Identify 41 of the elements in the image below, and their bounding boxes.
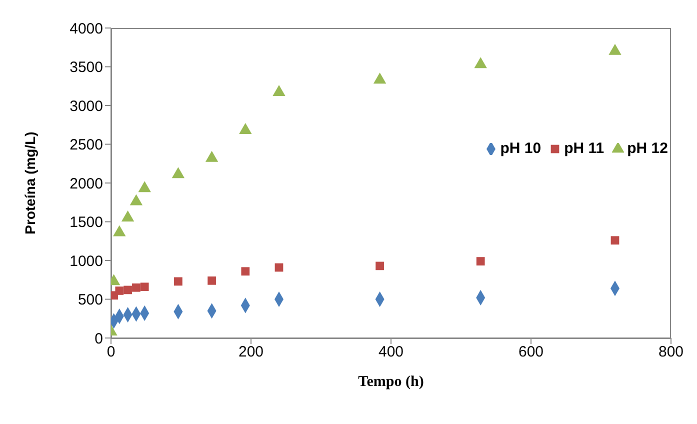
- legend-label: pH 10: [500, 140, 542, 157]
- point: [205, 150, 218, 162]
- point: [474, 57, 487, 68]
- point: [373, 72, 386, 84]
- y-tick-label: 2000: [70, 175, 103, 192]
- x-tick-label: 200: [238, 344, 264, 361]
- point: [113, 225, 126, 236]
- y-tick-label: 3500: [70, 59, 103, 76]
- x-tick-label: 800: [658, 344, 684, 361]
- point: [115, 286, 124, 295]
- y-tick-label: 0: [94, 330, 103, 348]
- legend-label: pH 12: [627, 140, 668, 157]
- x-tick-label: 400: [378, 344, 404, 361]
- y-tick-label: 4000: [70, 20, 103, 38]
- point: [274, 263, 284, 272]
- x-tick-label: 600: [518, 344, 544, 361]
- point: [124, 286, 132, 294]
- y-tick-label: 2500: [70, 136, 103, 154]
- point: [138, 181, 151, 192]
- point: [376, 262, 384, 270]
- y-tick-label: 1500: [70, 214, 103, 232]
- y-tick-label: 1000: [70, 252, 103, 270]
- point: [476, 257, 485, 266]
- point: [130, 194, 143, 206]
- point: [140, 282, 149, 292]
- x-tick-label: 0: [106, 344, 116, 361]
- point: [174, 277, 182, 286]
- point: [172, 167, 185, 178]
- y-axis-title: Proteína (mg/L): [22, 132, 38, 234]
- point: [132, 283, 140, 292]
- point: [208, 276, 216, 285]
- point: [241, 267, 250, 276]
- point: [121, 210, 134, 222]
- legend-label: pH 11: [564, 140, 604, 157]
- y-tick-label: 3000: [70, 98, 103, 115]
- point: [272, 84, 286, 96]
- point: [608, 44, 622, 55]
- x-axis-title: Tempo (h): [358, 374, 424, 390]
- point: [239, 122, 252, 134]
- y-tick-label: 500: [78, 292, 103, 309]
- point: [610, 236, 620, 245]
